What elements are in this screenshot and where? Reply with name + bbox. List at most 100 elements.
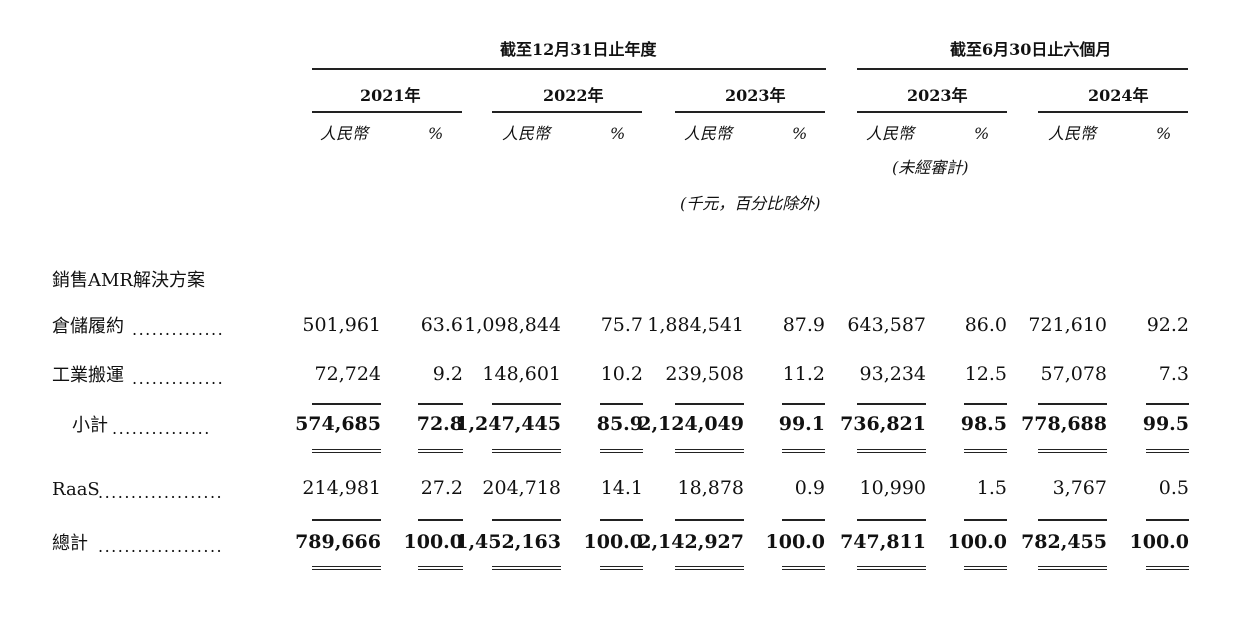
cell-amount: 3,767 [1052, 477, 1107, 499]
cell-percentage: 85.9 [596, 413, 643, 435]
cell-amount: 574,685 [295, 413, 381, 435]
year-rule-2023-h1 [857, 111, 1007, 113]
cell-percentage: 9.2 [432, 363, 463, 385]
subtotal-double-rule [782, 449, 825, 453]
cell-percentage: 11.2 [782, 363, 825, 385]
total-rule [1038, 519, 1107, 521]
pct-header: % [610, 124, 626, 143]
total-double-rule [1146, 566, 1189, 570]
header-six-months: 截至6月30日止六個月 [950, 40, 1112, 59]
total-rule [312, 519, 381, 521]
year-2023: 2023年 [725, 86, 786, 105]
group2-rule [857, 68, 1188, 70]
cell-percentage: 75.7 [600, 314, 643, 336]
subtotal-rule [1146, 403, 1189, 405]
cell-percentage: 0.9 [794, 477, 825, 499]
cell-amount: 10,990 [859, 477, 926, 499]
currency-header: 人民幣 [502, 124, 551, 143]
group1-rule [312, 68, 826, 70]
subtotal-rule [1038, 403, 1107, 405]
cell-amount: 57,078 [1040, 363, 1107, 385]
cell-percentage: 86.0 [964, 314, 1007, 336]
subtotal-double-rule [857, 449, 926, 453]
cell-amount: 789,666 [295, 531, 381, 553]
subtotal-rule [675, 403, 744, 405]
cell-amount: 778,688 [1021, 413, 1107, 435]
cell-amount: 239,508 [665, 363, 744, 385]
year-2024-h1: 2024年 [1088, 86, 1149, 105]
subtotal-rule [964, 403, 1007, 405]
cell-percentage: 100.0 [403, 531, 464, 553]
subtotal-rule [312, 403, 381, 405]
total-rule [600, 519, 643, 521]
cell-amount: 1,247,445 [455, 413, 561, 435]
total-double-rule [312, 566, 381, 570]
total-rule [675, 519, 744, 521]
subtotal-double-rule [675, 449, 744, 453]
cell-percentage: 100.0 [947, 531, 1008, 553]
cell-amount: 721,610 [1028, 314, 1107, 336]
cell-percentage: 10.2 [600, 363, 643, 385]
cell-percentage: 7.3 [1158, 363, 1189, 385]
subtotal-rule [492, 403, 561, 405]
cell-amount: 1,884,541 [647, 314, 744, 336]
subtotal-double-rule [1038, 449, 1107, 453]
total-double-rule [600, 566, 643, 570]
cell-amount: 501,961 [302, 314, 381, 336]
total-rule [1146, 519, 1189, 521]
subtotal-rule [418, 403, 463, 405]
total-rule [964, 519, 1007, 521]
subtotal-double-rule [312, 449, 381, 453]
subtotal-double-rule [492, 449, 561, 453]
total-double-rule [782, 566, 825, 570]
total-double-rule [492, 566, 561, 570]
cell-percentage: 12.5 [964, 363, 1007, 385]
cell-percentage: 14.1 [600, 477, 643, 499]
cell-percentage: 99.5 [1142, 413, 1189, 435]
currency-header: 人民幣 [1048, 124, 1097, 143]
year-rule-2023 [675, 111, 825, 113]
cell-amount: 2,124,049 [638, 413, 744, 435]
row-label: 工業搬運 [52, 365, 124, 386]
subtotal-rule [600, 403, 643, 405]
row-leader: ............... [112, 419, 211, 438]
cell-percentage: 0.5 [1158, 477, 1189, 499]
header-fiscal-year: 截至12月31日止年度 [500, 40, 657, 59]
subtotal-double-rule [964, 449, 1007, 453]
subtotal-rule [857, 403, 926, 405]
cell-percentage: 27.2 [420, 477, 463, 499]
cell-percentage: 100.0 [1129, 531, 1190, 553]
cell-amount: 2,142,927 [638, 531, 744, 553]
pct-header: % [428, 124, 444, 143]
cell-amount: 204,718 [482, 477, 561, 499]
cell-percentage: 72.8 [416, 413, 463, 435]
currency-header: 人民幣 [684, 124, 733, 143]
cell-amount: 747,811 [840, 531, 926, 553]
year-rule-2021 [312, 111, 462, 113]
subtotal-double-rule [418, 449, 463, 453]
cell-amount: 643,587 [847, 314, 926, 336]
subtotal-double-rule [600, 449, 643, 453]
cell-amount: 72,724 [314, 363, 381, 385]
total-double-rule [675, 566, 744, 570]
unit-note: (千元，百分比除外) [680, 194, 821, 213]
total-rule [782, 519, 825, 521]
pct-header: % [1156, 124, 1172, 143]
cell-amount: 1,098,844 [464, 314, 561, 336]
row-label: 小計 [72, 415, 108, 436]
section-title: 銷售AMR解決方案 [52, 270, 205, 291]
cell-percentage: 63.6 [420, 314, 463, 336]
cell-percentage: 100.0 [765, 531, 826, 553]
cell-amount: 1,452,163 [455, 531, 561, 553]
total-rule [492, 519, 561, 521]
row-label: RaaS [52, 479, 100, 500]
year-2023-h1: 2023年 [907, 86, 968, 105]
year-rule-2022 [492, 111, 642, 113]
row-label: 倉儲履約 [52, 316, 124, 337]
total-double-rule [418, 566, 463, 570]
cell-amount: 214,981 [302, 477, 381, 499]
row-leader: .............. [132, 320, 225, 339]
currency-header: 人民幣 [866, 124, 915, 143]
total-rule [857, 519, 926, 521]
cell-amount: 93,234 [859, 363, 926, 385]
